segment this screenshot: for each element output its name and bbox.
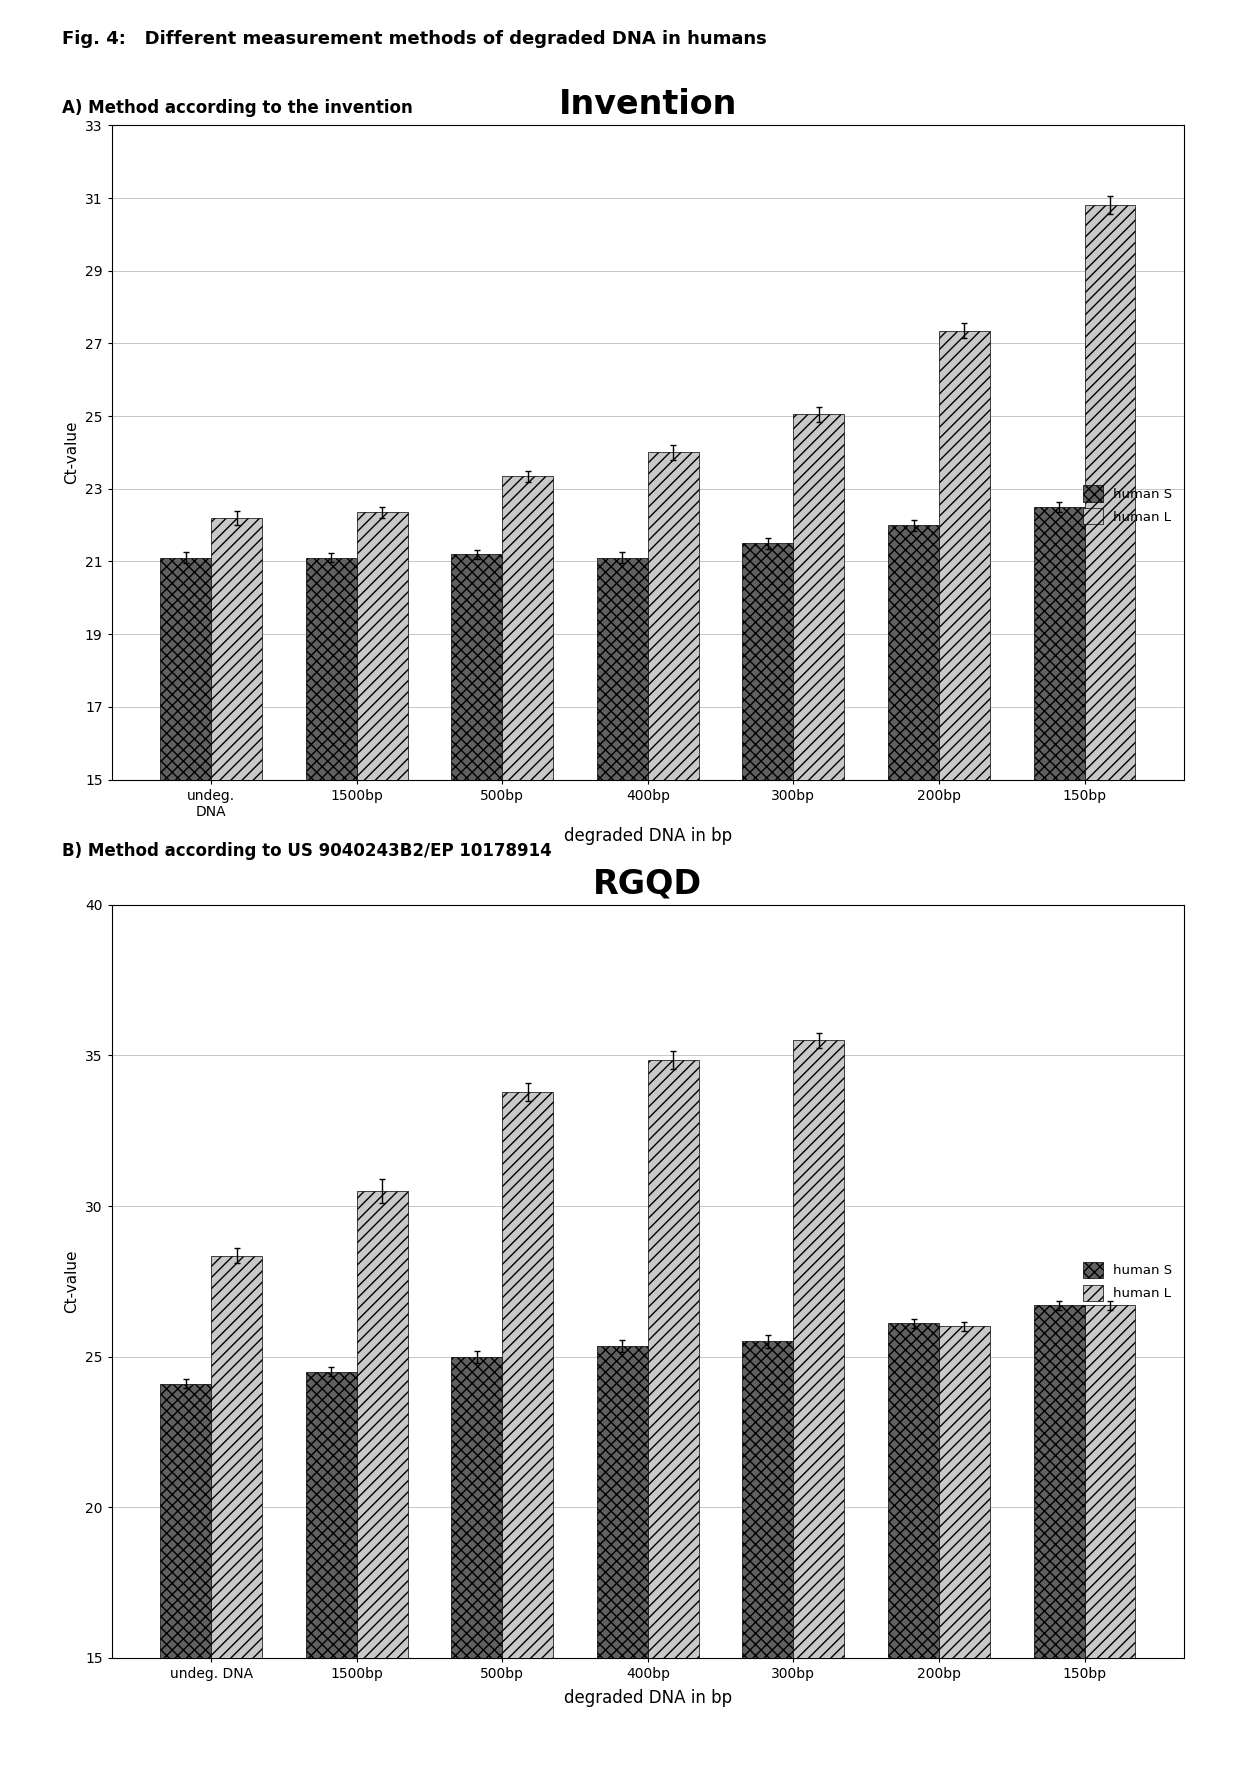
Bar xyxy=(451,1357,502,1792)
Bar xyxy=(357,1192,408,1792)
Bar xyxy=(939,332,990,1324)
Bar xyxy=(939,1326,990,1792)
Bar xyxy=(743,1342,794,1792)
Legend: human S, human L: human S, human L xyxy=(1078,480,1178,529)
Bar xyxy=(888,525,939,1324)
Bar xyxy=(502,1091,553,1792)
Bar xyxy=(502,477,553,1324)
Bar xyxy=(160,557,211,1324)
Bar xyxy=(596,1346,649,1792)
Text: Fig. 4:   Different measurement methods of degraded DNA in humans: Fig. 4: Different measurement methods of… xyxy=(62,30,766,48)
X-axis label: degraded DNA in bp: degraded DNA in bp xyxy=(564,828,732,846)
Bar xyxy=(1085,206,1136,1324)
Y-axis label: Ct-value: Ct-value xyxy=(64,1249,79,1314)
Title: RGQD: RGQD xyxy=(593,867,703,901)
Bar xyxy=(211,518,262,1324)
Legend: human S, human L: human S, human L xyxy=(1078,1256,1178,1306)
Bar xyxy=(211,1256,262,1792)
Text: B) Method according to US 9040243B2/EP 10178914: B) Method according to US 9040243B2/EP 1… xyxy=(62,842,552,860)
Bar xyxy=(1085,1305,1136,1792)
Text: A) Method according to the invention: A) Method according to the invention xyxy=(62,99,413,116)
Bar xyxy=(451,554,502,1324)
Bar xyxy=(794,414,844,1324)
Bar xyxy=(794,1041,844,1792)
Title: Invention: Invention xyxy=(559,88,737,122)
X-axis label: degraded DNA in bp: degraded DNA in bp xyxy=(564,1690,732,1708)
Bar xyxy=(649,1061,699,1792)
Bar xyxy=(649,453,699,1324)
Bar xyxy=(160,1383,211,1792)
Bar xyxy=(1034,1305,1085,1792)
Bar xyxy=(888,1324,939,1792)
Bar xyxy=(743,543,794,1324)
Bar xyxy=(306,1371,357,1792)
Y-axis label: Ct-value: Ct-value xyxy=(64,421,79,484)
Bar xyxy=(1034,507,1085,1324)
Bar xyxy=(306,557,357,1324)
Bar xyxy=(357,513,408,1324)
Bar xyxy=(596,557,649,1324)
